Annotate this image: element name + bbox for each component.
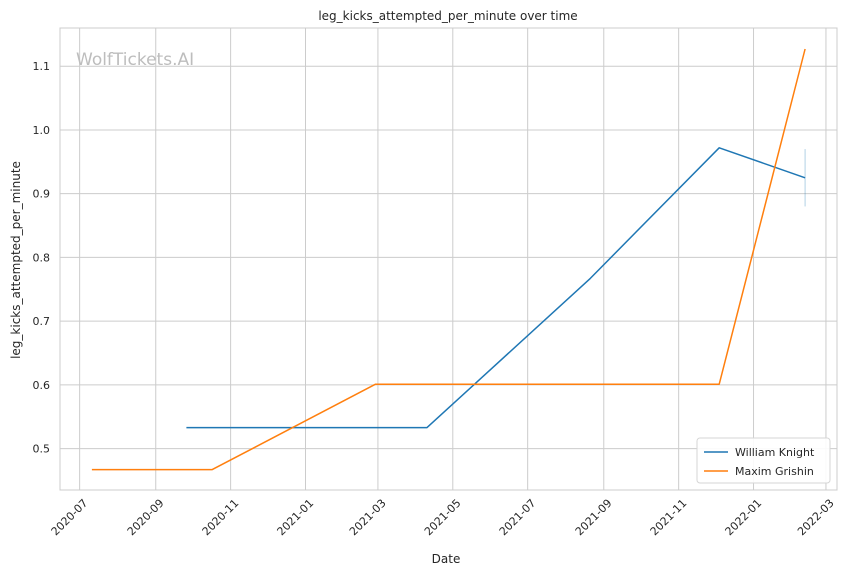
y-tick-label: 0.8 [33,251,51,264]
y-tick-labels: 0.5 0.6 0.7 0.8 0.9 1.0 1.1 [33,60,51,455]
series-line-william-knight [186,147,806,429]
x-tick-label: 2020-11 [200,497,242,539]
y-tick-label: 0.7 [33,315,51,328]
y-tick-label: 0.5 [33,443,51,456]
series-layer [91,48,806,471]
x-tick-label: 2020-09 [125,497,167,539]
x-tick-label: 2021-09 [573,497,615,539]
y-tick-label: 0.6 [33,379,51,392]
y-axis-label: leg_kicks_attempted_per_minute [9,161,23,359]
plot-frame [59,27,838,491]
plot-area [60,28,837,490]
x-gridlines [79,28,827,490]
x-tick-labels: 2020-07 2020-09 2020-11 2021-01 2021-03 2021-… [49,497,837,539]
x-tick-label: 2021-07 [497,497,539,539]
legend-label-maxim-grishin: Maxim Grishin [735,465,814,478]
x-tick-label: 2021-11 [648,497,690,539]
y-tick-label: 1.0 [33,124,51,137]
y-tick-label: 0.9 [33,188,51,201]
legend: William Knight Maxim Grishin [696,437,831,484]
x-tick-label: 2022-01 [723,497,765,539]
x-tick-label: 2021-05 [422,497,464,539]
x-axis-label: Date [432,552,461,566]
watermark: WolfTickets.AI [76,50,194,70]
chart-title: leg_kicks_attempted_per_minute over time [318,9,577,23]
y-tick-label: 1.1 [33,60,51,73]
x-tick-label: 2021-03 [347,497,389,539]
series-line-maxim-grishin [91,48,806,471]
legend-box [696,437,831,484]
x-tick-label: 2021-01 [275,497,317,539]
legend-label-william-knight: William Knight [735,446,815,459]
x-tick-label: 2022-03 [795,497,837,539]
x-tick-label: 2020-07 [49,497,91,539]
